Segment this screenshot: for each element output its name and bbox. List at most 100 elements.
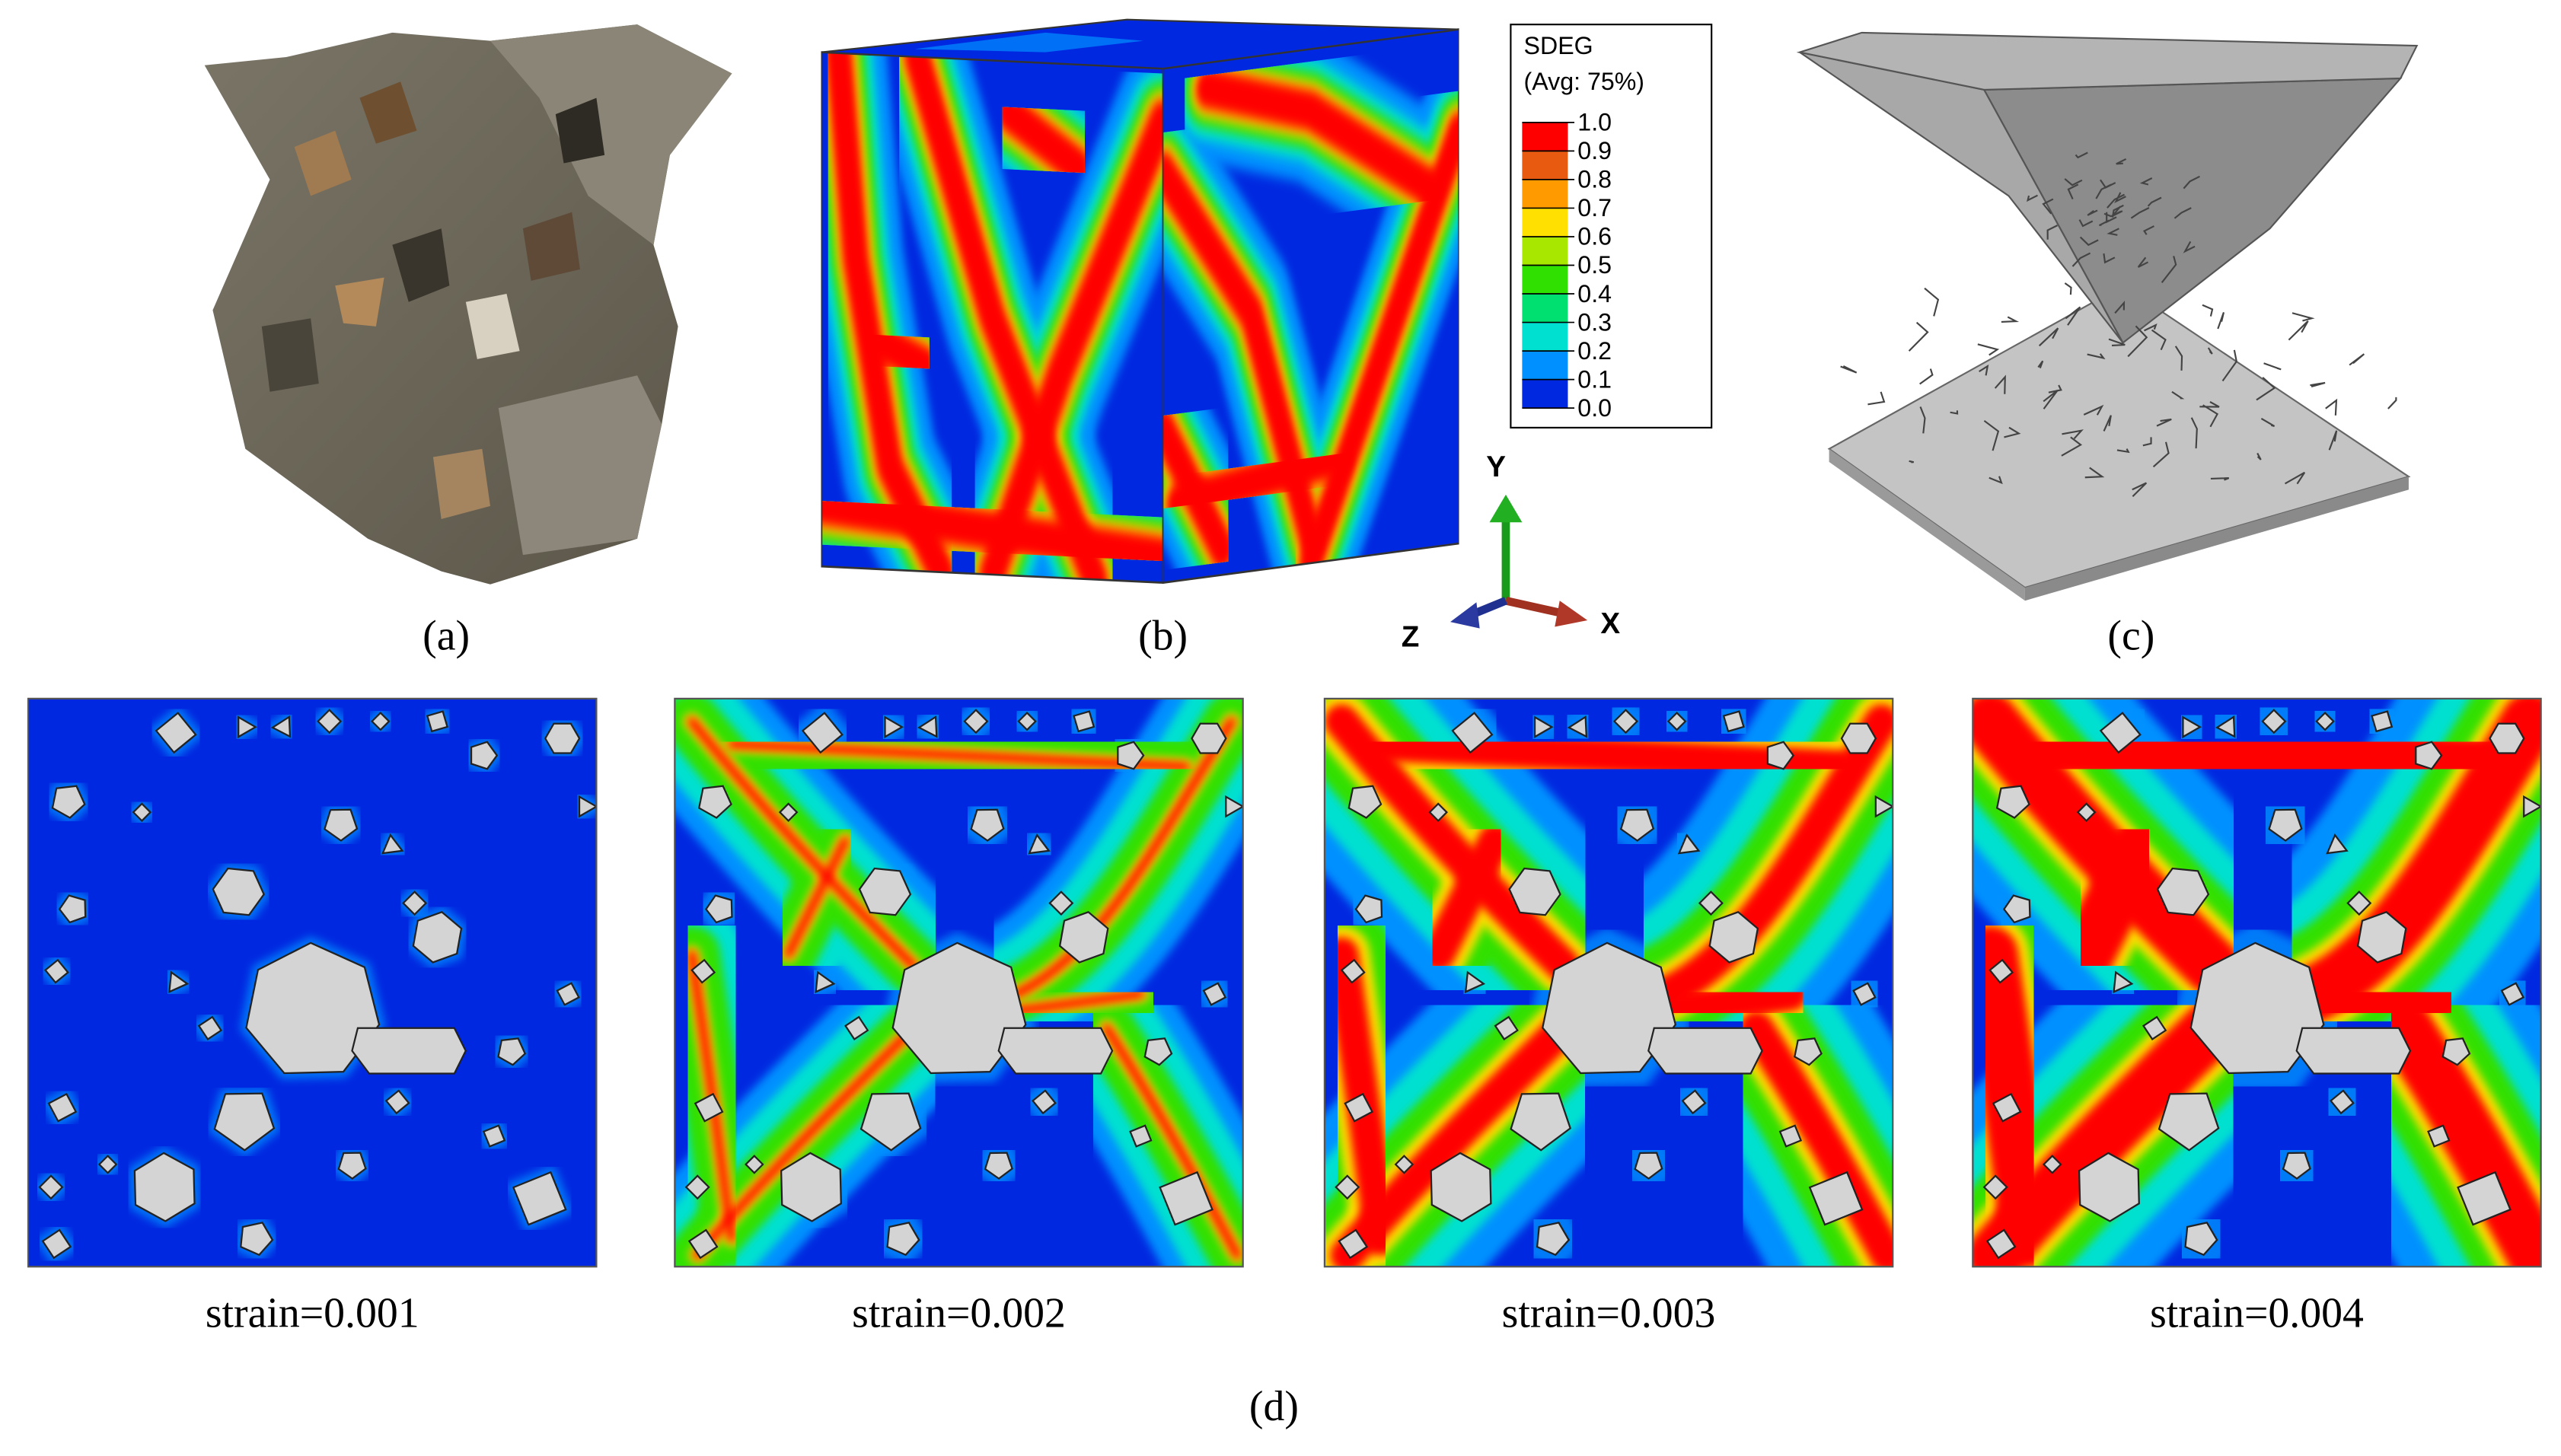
crack: [2114, 192, 2126, 203]
crack: [2001, 316, 2020, 323]
aggregate: [1542, 941, 1677, 1075]
aggregate: [801, 712, 844, 754]
axis-triad: Y X Z: [1402, 451, 1621, 653]
aggregate: [1808, 1171, 1864, 1226]
legend-label: 1.0: [1577, 109, 1612, 136]
aggregate: [697, 785, 732, 819]
aggregate: [2002, 894, 2031, 924]
aggregate: [41, 1228, 72, 1260]
aggregate: [917, 715, 938, 738]
crack: [1994, 374, 2006, 394]
crack: [2127, 325, 2148, 358]
aggregate: [1995, 785, 2030, 819]
crack: [2202, 404, 2219, 428]
y-arrow-head: [1489, 494, 1523, 523]
aggregate: [97, 1155, 118, 1174]
damage-cube: [821, 18, 1459, 585]
legend-label: 0.8: [1577, 166, 1612, 193]
aggregate: [2215, 715, 2236, 738]
base-edge: [2024, 476, 2409, 601]
aggregate: [1159, 1171, 1214, 1226]
face: [821, 51, 1164, 585]
aggregate: [337, 1152, 367, 1180]
crack: [2071, 252, 2091, 267]
face: [1162, 28, 1459, 585]
crack: [2100, 179, 2116, 189]
top-face: [821, 18, 1459, 70]
damage-band: [2376, 999, 2541, 1267]
aggregate: [1536, 1222, 1571, 1257]
aggregate: [2346, 890, 2372, 916]
aggregate: [2182, 715, 2202, 739]
crack: [1919, 406, 1926, 434]
panel-content: [1324, 698, 1893, 1267]
aggregate: [371, 711, 391, 731]
aggregate: [381, 833, 404, 855]
aggregate: [2415, 741, 2443, 770]
strain-panel: [27, 697, 598, 1268]
fracture-model: [1796, 31, 2419, 601]
face-content: [1162, 29, 1459, 583]
aggregate: [470, 741, 499, 770]
legend: SDEG (Avg: 75%) 1.00.90.80.70.60.50.40.3…: [1510, 24, 1713, 429]
crack: [2103, 253, 2116, 264]
aggregate: [51, 785, 86, 819]
aggregate: [1225, 795, 1243, 818]
aggregate: [2078, 1152, 2140, 1222]
aggregate: [2184, 1222, 2218, 1257]
aggregate: [58, 894, 87, 924]
aggregate: [1634, 1152, 1663, 1180]
aggregate: [2371, 710, 2394, 733]
crack: [2221, 349, 2237, 382]
crack-texture: [1840, 151, 2397, 497]
aggregate: [1143, 1037, 1173, 1066]
crack: [2038, 327, 2059, 347]
aggregate: [1347, 785, 1383, 819]
caption: (b): [1138, 613, 1188, 660]
damage-band: [1162, 407, 1234, 570]
damage-band: [2001, 715, 2513, 795]
aggregate: [1129, 1124, 1153, 1148]
caption: (d): [1249, 1383, 1299, 1430]
panel-caption: strain=0.001: [206, 1290, 419, 1337]
crack: [2183, 175, 2200, 190]
aggregate: [1394, 1155, 1414, 1174]
legend-label: 0.2: [1577, 337, 1612, 365]
aggregate: [426, 710, 448, 733]
top-plate: [1796, 31, 2419, 91]
legend-swatch: [1522, 294, 1568, 323]
crack: [2043, 390, 2059, 409]
crack: [2325, 398, 2338, 416]
aggregate: [1840, 722, 1877, 754]
crack: [2174, 346, 2183, 371]
aggregate: [1666, 711, 1687, 731]
damage-band: [1011, 717, 1236, 999]
damage-band: [1299, 111, 1459, 583]
panel-frame: [1323, 697, 1894, 1268]
crack: [1919, 368, 1934, 385]
crack: [2161, 256, 2177, 283]
crack: [1908, 321, 1929, 352]
crack: [1924, 287, 1940, 317]
aggregate: [578, 795, 597, 818]
crack: [2079, 236, 2099, 247]
aggregate: [213, 1092, 276, 1152]
aggregate: [240, 1222, 274, 1257]
aggregate: [970, 808, 1005, 842]
legend-label: 0.6: [1577, 223, 1612, 250]
crack: [2062, 429, 2084, 440]
aggregate: [2295, 1027, 2412, 1075]
aggregate: [412, 911, 463, 964]
legend-swatch: [1522, 322, 1568, 352]
axis-label: Y: [1486, 451, 1506, 483]
aggregate: [2523, 795, 2541, 818]
aggregate: [212, 867, 265, 916]
aggregate: [317, 709, 343, 734]
crack: [1977, 343, 2000, 356]
aggregate: [1048, 890, 1074, 916]
crack: [2078, 219, 2094, 228]
crack: [2130, 207, 2150, 219]
aggregate: [1191, 722, 1227, 754]
aggregate: [2457, 1171, 2512, 1226]
face-content: [821, 52, 1163, 583]
